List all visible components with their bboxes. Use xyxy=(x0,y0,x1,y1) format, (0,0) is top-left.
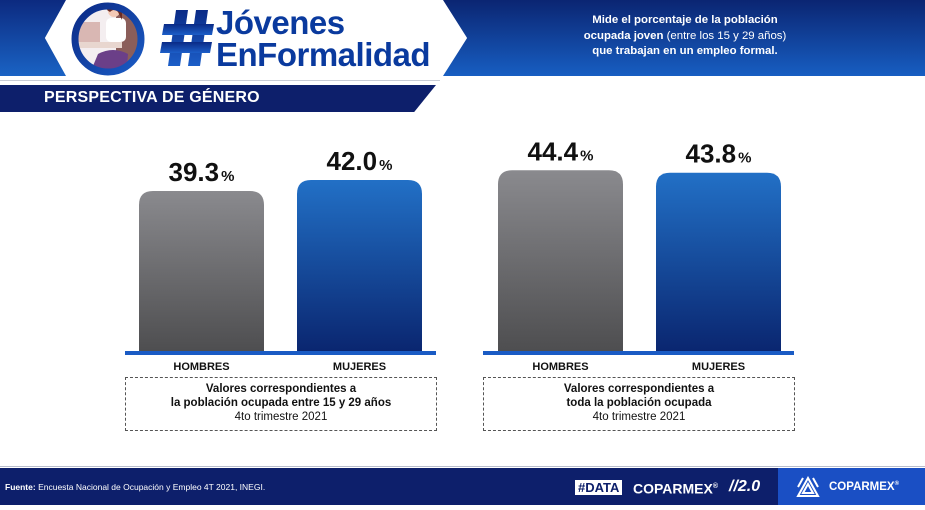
chart2-bar-hombres xyxy=(498,170,623,351)
title-line1: Jóvenes xyxy=(216,4,345,41)
chart1-note-line1: Valores correspondientes a xyxy=(205,383,357,395)
chart1-note-period: 4to trimestre 2021 xyxy=(234,411,328,423)
chart1-baseline xyxy=(125,351,436,355)
chart1-note-line2: la población ocupada entre 15 y 29 años xyxy=(170,397,392,409)
data-version: //2.0 xyxy=(729,478,761,495)
chart1-category-label-hombres: HOMBRES xyxy=(173,361,229,373)
footer-bar xyxy=(0,468,925,505)
chart2-bar-mujeres xyxy=(656,172,781,351)
description-line2-bold: ocupada joven xyxy=(583,29,664,42)
avatar-illustration-icon xyxy=(71,2,145,76)
chart2-category-label-mujeres: MUJERES xyxy=(692,361,745,373)
chart1-value-label-hombres: 39.3% xyxy=(169,157,235,187)
header-divider xyxy=(0,80,440,81)
chart2-baseline xyxy=(483,351,794,355)
footer-divider xyxy=(0,466,925,467)
header-description-banner xyxy=(443,0,925,76)
org-registered-mark: ® xyxy=(894,481,900,488)
data-brand-logo: COPARMEX® xyxy=(633,479,718,497)
source-note: Fuente: Encuesta Nacional de Ocupación y… xyxy=(5,482,265,492)
data-brand-text: COPARMEX xyxy=(633,480,713,497)
chart1-note-box: Valores correspondientes a la población … xyxy=(125,377,437,431)
hashtag-icon xyxy=(160,10,214,66)
header-description: Mide el porcentaje de la población ocupa… xyxy=(500,13,870,60)
description-line2-light: (entre los 15 y 29 años) xyxy=(663,29,787,42)
chart2-note-line2: toda la población ocupada xyxy=(566,397,712,409)
coparmex-logo-icon xyxy=(796,476,820,497)
chart2-category-label-hombres: HOMBRES xyxy=(532,361,588,373)
chart1-bar-hombres xyxy=(139,191,264,351)
chart2-note-period: 4to trimestre 2021 xyxy=(592,411,686,423)
chart2-value-label-mujeres: 43.8% xyxy=(686,139,752,169)
data-tag-logo: #DATA xyxy=(575,480,623,495)
description-line1: Mide el porcentaje de la población xyxy=(592,14,778,26)
source-label: Fuente: xyxy=(5,482,36,492)
chart2-note-box: Valores correspondientes a toda la pobla… xyxy=(483,377,795,431)
source-text: Encuesta Nacional de Ocupación y Empleo … xyxy=(35,482,266,492)
chart2-note-line1: Valores correspondientes a xyxy=(563,383,715,395)
chart1-bar-mujeres xyxy=(297,180,422,351)
coparmex-name: COPARMEX® xyxy=(829,481,899,493)
section-banner xyxy=(0,85,436,112)
title-line2: EnFormalidad xyxy=(216,36,431,73)
section-title: PERSPECTIVA DE GÉNERO xyxy=(44,89,260,106)
chart1-value-label-mujeres: 42.0% xyxy=(327,146,393,176)
chart2-value-label-hombres: 44.4% xyxy=(528,136,594,166)
org-name-text: COPARMEX xyxy=(829,481,895,493)
registered-mark: ® xyxy=(712,483,719,490)
description-line3: que trabajan en un empleo formal. xyxy=(592,45,778,57)
chart1-category-label-mujeres: MUJERES xyxy=(333,361,386,373)
